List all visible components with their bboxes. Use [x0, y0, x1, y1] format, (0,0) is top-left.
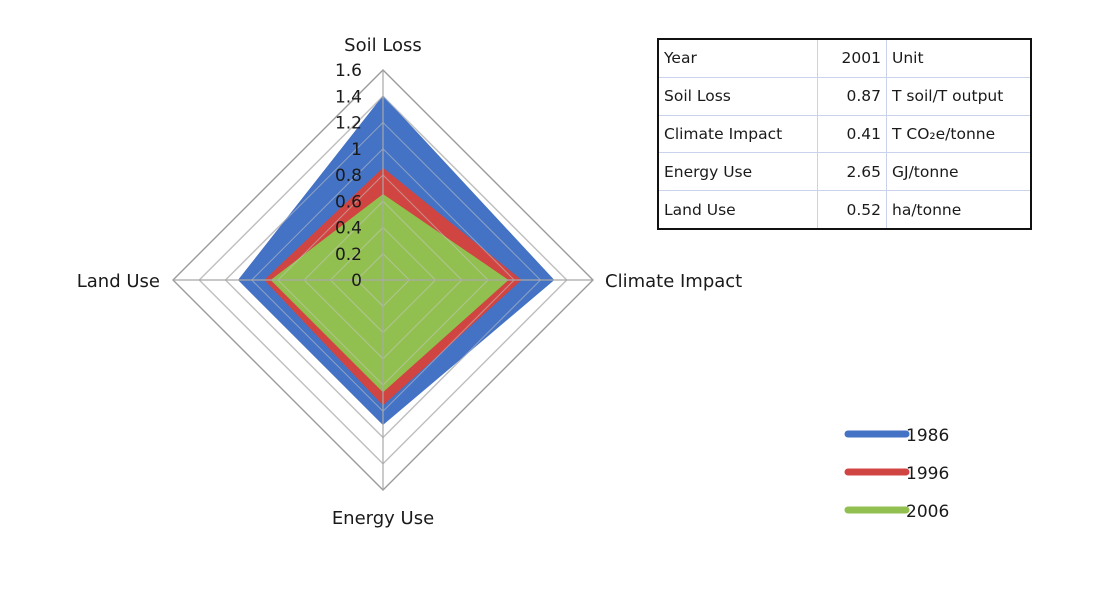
- table-cell-value: 0.87: [817, 76, 887, 116]
- tick-label: 0.4: [335, 219, 362, 239]
- table-row: Energy Use 2.65 GJ/tonne: [657, 152, 1032, 192]
- table-cell-label: Land Use: [657, 190, 818, 230]
- tick-label: 0.8: [335, 166, 362, 186]
- legend-label-2006: 2006: [906, 502, 949, 522]
- tick-label: 0.6: [335, 192, 362, 212]
- tick-label: 1.4: [335, 87, 362, 107]
- table-cell-unit: Unit: [886, 38, 1032, 78]
- legend-label-1996: 1996: [906, 464, 949, 484]
- tick-label: 1.2: [335, 114, 362, 134]
- table-cell-unit: T CO₂e/tonne: [886, 114, 1032, 154]
- table-cell-unit: GJ/tonne: [886, 152, 1032, 192]
- axis-label-climate-impact: Climate Impact: [605, 271, 742, 292]
- table-cell-unit: ha/tonne: [886, 190, 1032, 230]
- table-cell-value: 0.41: [817, 114, 887, 154]
- table-cell-value: 0.52: [817, 190, 887, 230]
- tick-label: 0.2: [335, 245, 362, 265]
- table-row: Land Use 0.52 ha/tonne: [657, 190, 1032, 230]
- axis-label-soil-loss: Soil Loss: [344, 35, 422, 56]
- table-row: Year 2001 Unit: [657, 38, 1032, 78]
- tick-label: 1.6: [335, 61, 362, 81]
- legend-item-2006: 2006: [844, 502, 949, 522]
- table-cell-value: 2.65: [817, 152, 887, 192]
- legend-item-1996: 1996: [844, 464, 949, 484]
- axis-label-land-use: Land Use: [77, 271, 160, 292]
- legend-label-1986: 1986: [906, 426, 949, 446]
- radar-spokes: [173, 70, 593, 490]
- table-row: Soil Loss 0.87 T soil/T output: [657, 76, 1032, 116]
- radar-axis-labels: Soil Loss Climate Impact Energy Use Land…: [77, 35, 743, 529]
- radar-series: [198, 95, 568, 465]
- tick-label: 0: [351, 271, 362, 291]
- table-row: Climate Impact 0.41 T CO₂e/tonne: [657, 114, 1032, 154]
- table-cell-unit: T soil/T output: [886, 76, 1032, 116]
- data-table: Year 2001 Unit Soil Loss 0.87 T soil/T o…: [657, 38, 1032, 230]
- table-cell-label: Energy Use: [657, 152, 818, 192]
- table-cell-label: Climate Impact: [657, 114, 818, 154]
- chart-legend: 1986 1996 2006: [844, 426, 949, 522]
- table-cell-value: 2001: [817, 38, 887, 78]
- radar-tick-labels: 0 0.2 0.4 0.6 0.8 1 1.2 1.4 1.6: [335, 61, 362, 291]
- axis-label-energy-use: Energy Use: [332, 508, 434, 529]
- tick-label: 1: [351, 140, 362, 160]
- table-cell-label: Year: [657, 38, 818, 78]
- legend-item-1986: 1986: [844, 426, 949, 446]
- table-cell-label: Soil Loss: [657, 76, 818, 116]
